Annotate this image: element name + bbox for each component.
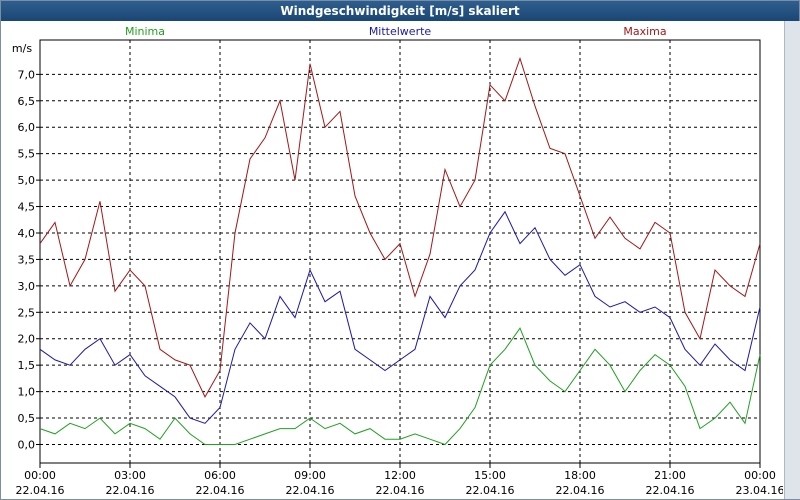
y-tick-label: 5,0 — [18, 174, 36, 187]
x-tick-time-label: 12:00 — [384, 469, 416, 482]
x-tick-time-label: 06:00 — [204, 469, 236, 482]
y-tick-label: 2,0 — [18, 333, 36, 346]
x-tick-date-label: 22.04.16 — [466, 484, 515, 497]
legend-mittelwerte: Mittelwerte — [369, 25, 432, 38]
x-tick-time-label: 21:00 — [654, 469, 686, 482]
x-tick-date-label: 22.04.16 — [646, 484, 695, 497]
x-tick-date-label: 22.04.16 — [376, 484, 425, 497]
x-tick-date-label: 22.04.16 — [196, 484, 245, 497]
x-tick-time-label: 03:00 — [114, 469, 146, 482]
y-tick-label: 6,5 — [18, 95, 36, 108]
y-tick-label: 6,0 — [18, 121, 36, 134]
y-tick-label: 4,0 — [18, 227, 36, 240]
y-tick-label: 4,5 — [18, 201, 36, 214]
y-tick-label: 2,5 — [18, 306, 36, 319]
series-line-minima — [39, 327, 761, 446]
wind-speed-chart: 0,0 0,5 1,0 1,5 2,0 2,5 3,0 3,5 4,0 4,5 5,0 5,5 6,0 6… — [12, 25, 783, 497]
x-tick-date-label: 23.04.16 — [736, 484, 783, 497]
y-tick-label: 1,5 — [18, 359, 36, 372]
y-tick-label: 1,0 — [18, 386, 36, 399]
x-tick-time-label: 00:00 — [744, 469, 776, 482]
y-tick-label: 3,0 — [18, 280, 36, 293]
y-tick-label: 7,0 — [18, 68, 36, 81]
vertical-scrollbar[interactable] — [784, 21, 800, 499]
x-tick-time-label: 09:00 — [294, 469, 326, 482]
x-tick-date-label: 22.04.16 — [286, 484, 335, 497]
x-tick-date-label: 22.04.16 — [106, 484, 155, 497]
y-tick-label: 0,5 — [18, 412, 36, 425]
legend-minima: Minima — [125, 25, 165, 38]
y-tick-label: 0,0 — [18, 438, 36, 451]
y-tick-label: 5,5 — [18, 148, 36, 161]
x-tick-date-label: 22.04.16 — [556, 484, 605, 497]
x-tick-time-label: 18:00 — [564, 469, 596, 482]
y-axis-label: m/s — [12, 42, 32, 55]
x-tick-time-label: 15:00 — [474, 469, 506, 482]
x-tick-time-label: 00:00 — [24, 469, 56, 482]
series-line-mittelwerte — [39, 210, 761, 424]
legend-maxima: Maxima — [623, 25, 666, 38]
x-tick-date-label: 22.04.16 — [16, 484, 65, 497]
y-tick-label: 3,5 — [18, 253, 36, 266]
series-line-maxima — [39, 56, 761, 398]
window-title: Windgeschwindigkeit [m/s] skaliert — [1, 1, 799, 21]
